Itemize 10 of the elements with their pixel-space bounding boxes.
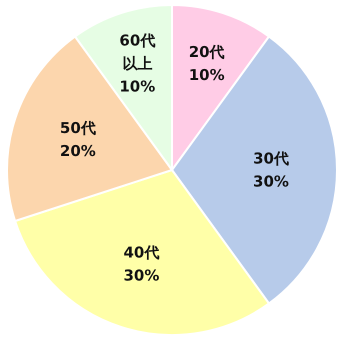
data-label: 30% xyxy=(123,266,160,285)
data-label: 10% xyxy=(188,66,225,84)
slice-label: 50代 xyxy=(60,118,96,137)
slice-label: 20代 xyxy=(188,42,225,61)
data-label: 10% xyxy=(119,77,156,96)
slice-label: 30代 xyxy=(253,150,289,168)
data-label: 30% xyxy=(253,172,289,190)
slice-label: 40代 xyxy=(123,244,160,262)
data-label: 20% xyxy=(60,142,96,160)
slice-label: 60代以上 xyxy=(119,31,156,72)
